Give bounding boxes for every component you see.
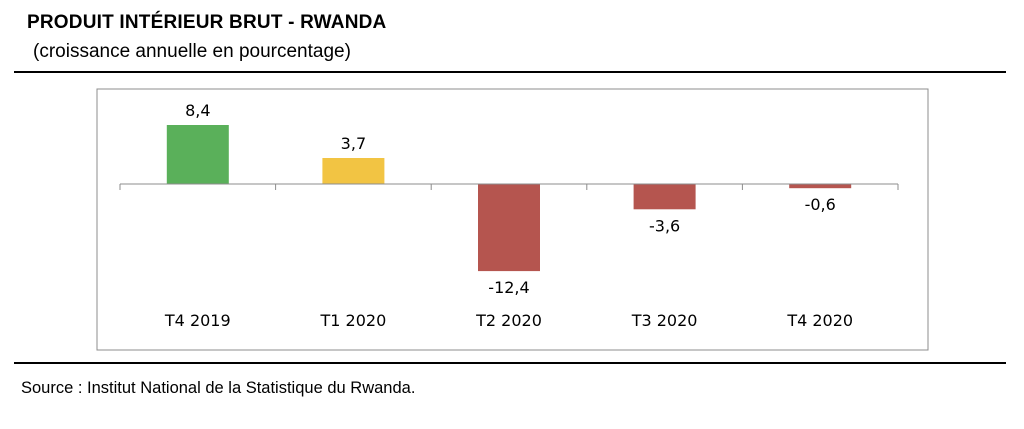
value-label: 8,4 (185, 101, 210, 120)
chart-title: PRODUIT INTÉRIEUR BRUT - RWANDA (27, 12, 387, 33)
value-label: -12,4 (488, 278, 529, 297)
label-group: 8,4 T4 2019 3,7 T1 2020 -12,4 T2 2020 -3,6 T3 2… (164, 101, 853, 330)
bar-t4-2020 (789, 184, 852, 189)
category-label: T2 2020 (475, 311, 542, 330)
value-label: 3,7 (341, 134, 366, 153)
bottom-divider (14, 362, 1006, 364)
bar-group (166, 125, 852, 272)
bar-t3-2020 (633, 184, 696, 210)
category-label: T4 2020 (786, 311, 853, 330)
bar-t4-2019 (166, 125, 229, 184)
category-label: T1 2020 (320, 311, 387, 330)
chart-subtitle: (croissance annuelle en pourcentage) (33, 41, 351, 62)
value-label: -0,6 (805, 195, 836, 214)
bar-t1-2020 (322, 158, 385, 184)
category-label: T3 2020 (631, 311, 698, 330)
source-note: Source : Institut National de la Statist… (21, 379, 416, 397)
value-label: -3,6 (649, 216, 680, 235)
top-divider (14, 71, 1006, 73)
bar-t2-2020 (478, 184, 540, 272)
category-label: T4 2019 (164, 311, 231, 330)
category-axis (119, 183, 899, 190)
